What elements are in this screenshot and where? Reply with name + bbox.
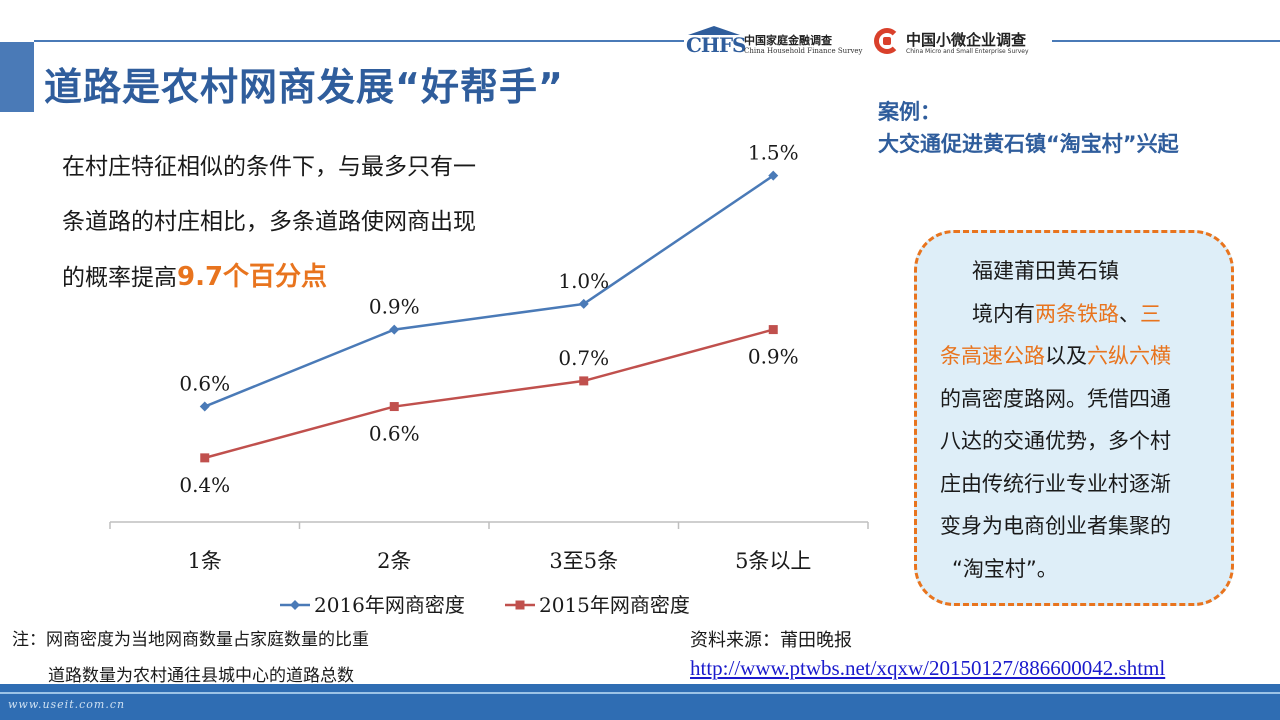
legend-marker-2 <box>515 600 525 610</box>
data-label: 0.4% <box>179 473 230 497</box>
small-logo-circle-icon <box>874 28 900 54</box>
case-title-line-2: 大交通促进黄石镇“淘宝村”兴起 <box>878 132 1179 156</box>
case-line-2a: 境内有 <box>972 301 1035 326</box>
header-line-right <box>1052 40 1280 42</box>
series-1-point <box>199 401 210 412</box>
intro-line-3: 的概率提高9.7个百分点 <box>62 250 562 306</box>
intro-line-2: 条道路的村庄相比，多条道路使网商出现 <box>62 209 476 235</box>
footer-band <box>0 684 1280 720</box>
case-line-2c: 、 <box>1119 301 1140 326</box>
chfs-logo-abbr: CHFS <box>686 33 746 57</box>
series-1-point <box>578 298 589 309</box>
chfs-roof-icon <box>688 26 740 35</box>
chfs-logo: CHFS 中国家庭金融调查 China Household Finance Su… <box>686 26 863 58</box>
small-logo-en: China Micro and Small Enterprise Survey <box>906 48 1029 55</box>
legend-label-2: 2015年网商密度 <box>539 593 690 617</box>
footnote-line-2: 道路数量为农村通往县城中心的道路总数 <box>48 666 354 686</box>
data-label: 0.6% <box>179 372 230 396</box>
case-highlight-three: 三 <box>1140 301 1161 326</box>
case-line-7: 变身为电商创业者集聚的 <box>940 514 1171 538</box>
chfs-logo-cn: 中国家庭金融调查 <box>744 34 832 47</box>
source-link[interactable]: http://www.ptwbs.net/xqxw/20150127/88660… <box>690 656 1166 680</box>
data-label: 1.5% <box>748 141 799 165</box>
case-highlight-railway: 两条铁路 <box>1035 301 1119 326</box>
series-1-point <box>768 170 779 181</box>
series-2-point <box>579 376 589 386</box>
small-logo-dot-icon <box>883 37 891 45</box>
footer-watermark: www.useit.com.cn <box>8 698 126 711</box>
header-line-left <box>34 40 684 42</box>
intro-highlight: 9.7个百分点 <box>177 262 328 292</box>
x-tick-label: 5条以上 <box>735 549 811 573</box>
case-highlight-grid: 六纵六横 <box>1087 344 1171 368</box>
case-line-4: 的高密度路网。凭借四通 <box>940 386 1171 411</box>
chfs-logo-en: China Household Finance Survey <box>744 47 863 55</box>
case-line-8: “淘宝村”。 <box>952 556 1058 581</box>
case-line-3b: 以及 <box>1045 344 1087 368</box>
legend-label-1: 2016年网商密度 <box>314 593 465 617</box>
case-line-1: 福建莆田黄石镇 <box>972 259 1119 283</box>
series-2-point <box>389 402 399 412</box>
source-label: 资料来源：莆田晚报 <box>690 630 852 651</box>
series-2-point <box>768 325 778 335</box>
data-label: 0.9% <box>748 345 799 369</box>
case-title: 案例： 大交通促进黄石镇“淘宝村”兴起 <box>878 96 1179 160</box>
data-label: 1.0% <box>558 269 609 293</box>
x-tick-label: 3至5条 <box>549 549 618 573</box>
case-line-6: 庄由传统行业专业村逐渐 <box>940 471 1171 496</box>
case-title-line-1: 案例： <box>878 100 941 124</box>
case-highlight-highway: 条高速公路 <box>940 344 1045 368</box>
intro-line-3-prefix: 的概率提高 <box>62 265 177 291</box>
intro-text: 在村庄特征相似的条件下，与最多只有一 条道路的村庄相比，多条道路使网商出现 的概… <box>62 140 562 306</box>
data-label: 0.7% <box>558 346 609 370</box>
title-accent-bar <box>0 42 34 112</box>
x-tick-label: 2条 <box>377 549 411 573</box>
case-line-2: 境内有两条铁路、三 <box>940 293 1220 336</box>
case-line-3: 条高速公路以及六纵六横 <box>940 335 1220 378</box>
footnote: 注：网商密度为当地网商数量占家庭数量的比重 道路数量为农村通往县城中心的道路总数 <box>12 622 369 694</box>
small-logo-cn: 中国小微企业调查 <box>906 31 1027 49</box>
small-enterprise-logo: 中国小微企业调查 China Micro and Small Enterpris… <box>874 26 1050 58</box>
series-1-point <box>389 324 400 335</box>
legend-marker-1 <box>290 600 300 610</box>
page-title: 道路是农村网商发展“好帮手” <box>44 65 564 109</box>
data-label: 0.9% <box>369 295 420 319</box>
series-line-1 <box>204 174 774 408</box>
footnote-line-1: 注：网商密度为当地网商数量占家庭数量的比重 <box>12 630 369 650</box>
intro-line-1: 在村庄特征相似的条件下，与最多只有一 <box>62 154 476 180</box>
case-line-5: 八达的交通优势，多个村 <box>940 429 1171 453</box>
x-tick-label: 1条 <box>188 549 222 573</box>
case-box <box>914 230 1234 606</box>
data-label: 0.6% <box>369 422 420 446</box>
series-line-2 <box>204 328 774 460</box>
footer-stripe <box>0 692 1280 694</box>
series-2-point <box>200 453 210 463</box>
case-text: 福建莆田黄石镇 境内有两条铁路、三 条高速公路以及六纵六横 的高密度路网。凭借四… <box>940 250 1220 590</box>
